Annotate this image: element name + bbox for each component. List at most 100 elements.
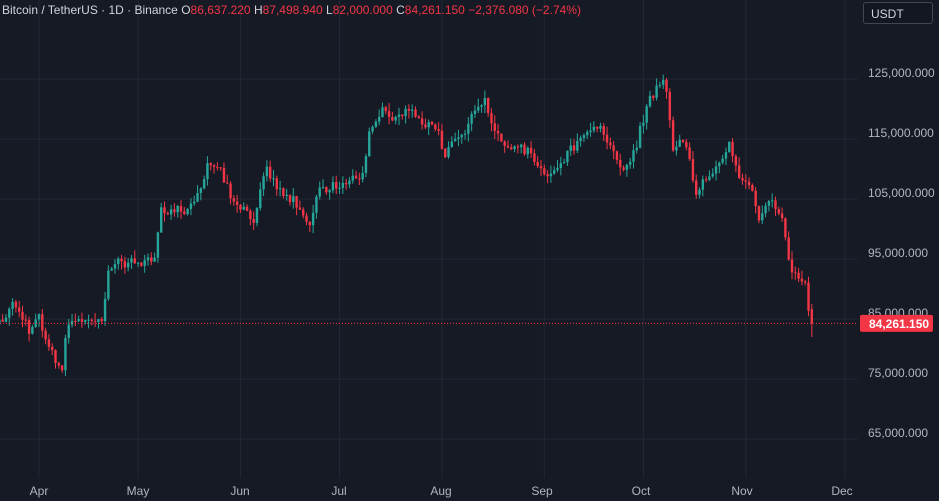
candle-body (675, 146, 678, 151)
candle-body (143, 260, 146, 266)
y-tick-label: 115,000.000 (868, 126, 934, 140)
candle-body (90, 319, 94, 321)
candle-body (698, 189, 701, 195)
candle-body (718, 162, 721, 167)
candle-body (212, 165, 216, 167)
candle-body (381, 107, 384, 117)
candle-body (239, 204, 242, 210)
candle-body (315, 196, 318, 213)
candle-body (377, 116, 381, 122)
candle-body (34, 319, 37, 327)
x-axis[interactable]: Apr May Jun Jul Aug Sep Oct Nov Dec (30, 484, 853, 498)
candle-body (285, 194, 288, 196)
candle-body (764, 205, 767, 214)
candle-body (110, 268, 113, 271)
candle-body (133, 258, 136, 264)
candle-body (721, 158, 724, 163)
candle-body (780, 213, 784, 219)
candle-body (219, 167, 222, 169)
symbol-title[interactable]: Bitcoin / TetherUS · 1D · Binance (2, 3, 178, 17)
candle-body (27, 320, 31, 334)
candle-body (387, 111, 391, 117)
candle-body (354, 175, 358, 179)
candle-body (14, 301, 18, 308)
candle-body (351, 175, 354, 181)
candle-body (490, 112, 493, 124)
candle-body (37, 314, 41, 320)
candle-body (592, 126, 596, 131)
open-value: 86,637.220 (190, 3, 251, 17)
candle-body (202, 179, 206, 189)
candle-body (599, 125, 602, 129)
candle-body (166, 213, 170, 215)
candle-body (635, 147, 638, 151)
candle-body (325, 187, 328, 193)
candle-body (747, 181, 751, 185)
candle-body (364, 156, 368, 173)
candle-body (64, 337, 67, 371)
candle-body (576, 141, 579, 151)
candle-body (222, 167, 226, 183)
candle-body (595, 126, 599, 129)
candle-body (216, 166, 219, 168)
x-tick-label: Nov (731, 484, 752, 498)
candle-body (368, 131, 371, 157)
candle-body (810, 309, 814, 324)
candle-body (477, 106, 480, 111)
candle-body (107, 270, 110, 299)
candle-body (731, 141, 734, 157)
candle-body (480, 105, 483, 107)
currency-button[interactable]: USDT (863, 2, 933, 24)
candle-body (711, 173, 714, 177)
candle-body (245, 206, 249, 211)
candle-body (298, 207, 302, 210)
x-tick-label: Jun (230, 484, 249, 498)
candle-body (790, 259, 794, 273)
candle-body (414, 109, 417, 117)
candle-body (774, 200, 777, 210)
candle-body (67, 324, 70, 338)
candle-body (605, 134, 609, 143)
candle-body (77, 319, 80, 322)
candle-body (193, 201, 196, 204)
candle-body (751, 184, 754, 191)
candle-body (113, 264, 117, 269)
candle-body (146, 257, 150, 261)
candle-body (754, 190, 757, 207)
candle-body (407, 108, 411, 111)
candle-body (450, 141, 454, 148)
candle-body (652, 95, 655, 98)
candle-body (704, 179, 708, 181)
candle-body (265, 166, 269, 177)
candle-body (632, 150, 635, 162)
candle-body (463, 133, 467, 135)
candle-body (628, 161, 632, 165)
candle-body (533, 153, 536, 162)
candle-body (331, 182, 335, 191)
candle-body (658, 84, 662, 86)
candle-body (206, 163, 209, 180)
candle-body (668, 91, 672, 121)
candle-body (506, 145, 510, 148)
candle-body (401, 114, 404, 117)
candle-body (57, 362, 61, 366)
candle-body (602, 125, 605, 135)
candle-body (51, 346, 54, 351)
candle-body (183, 211, 186, 215)
candle-body (767, 201, 771, 206)
candle-body (586, 131, 589, 136)
candle-body (311, 212, 315, 226)
candle-body (292, 196, 295, 203)
candle-body (437, 129, 440, 131)
candle-body (579, 137, 582, 142)
candle-body (44, 330, 47, 340)
candle-body (74, 320, 77, 322)
x-tick-label: Dec (831, 484, 852, 498)
candle-body (473, 110, 477, 115)
candle-body (308, 221, 312, 226)
candle-body (556, 168, 559, 171)
candle-body (496, 130, 500, 134)
last-price-tag: 84,261.150 (860, 314, 933, 332)
